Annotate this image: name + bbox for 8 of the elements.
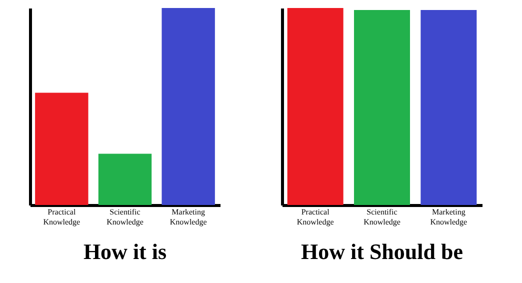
x-tick-label: Marketing Knowledge: [430, 208, 468, 226]
x-tick-label: Scientific Knowledge: [364, 208, 401, 226]
x-tick-label: Practical Knowledge: [296, 208, 334, 226]
text: How it is: [83, 239, 167, 264]
x-tick-label: Practical Knowledge: [43, 208, 81, 226]
text: How it Should be: [301, 239, 464, 264]
x-tick-label: Scientific Knowledge: [106, 208, 144, 226]
x-tick-label: Marketing Knowledge: [170, 208, 208, 226]
